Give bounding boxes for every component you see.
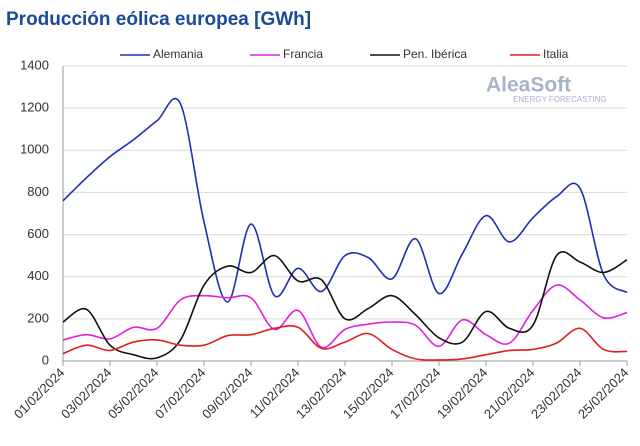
y-tick-label: 0 — [42, 352, 49, 367]
series-line — [62, 325, 628, 361]
y-tick-label: 600 — [27, 226, 49, 241]
legend-label: Pen. Ibérica — [403, 47, 467, 61]
y-tick-label: 200 — [27, 310, 49, 325]
x-tick-label: 09/02/2024 — [199, 365, 256, 422]
legend-label: Francia — [283, 47, 323, 61]
series-line — [62, 284, 628, 349]
y-tick-label: 1000 — [20, 142, 49, 157]
y-tick-label: 400 — [27, 268, 49, 283]
y-tick-label: 1200 — [20, 100, 49, 115]
legend-label: Alemania — [153, 47, 203, 61]
series-line — [62, 251, 628, 360]
chart-title: Producción eólica europea [GWh] — [6, 9, 311, 30]
logo: AleaSoft — [486, 74, 571, 97]
x-tick-label: 25/02/2024 — [575, 365, 632, 422]
y-tick-label: 800 — [27, 184, 49, 199]
series-line — [62, 97, 628, 303]
legend-label: Italia — [543, 47, 569, 61]
y-tick-label: 1400 — [20, 57, 49, 72]
logo-tagline: ENERGY FORECASTING — [513, 95, 607, 104]
